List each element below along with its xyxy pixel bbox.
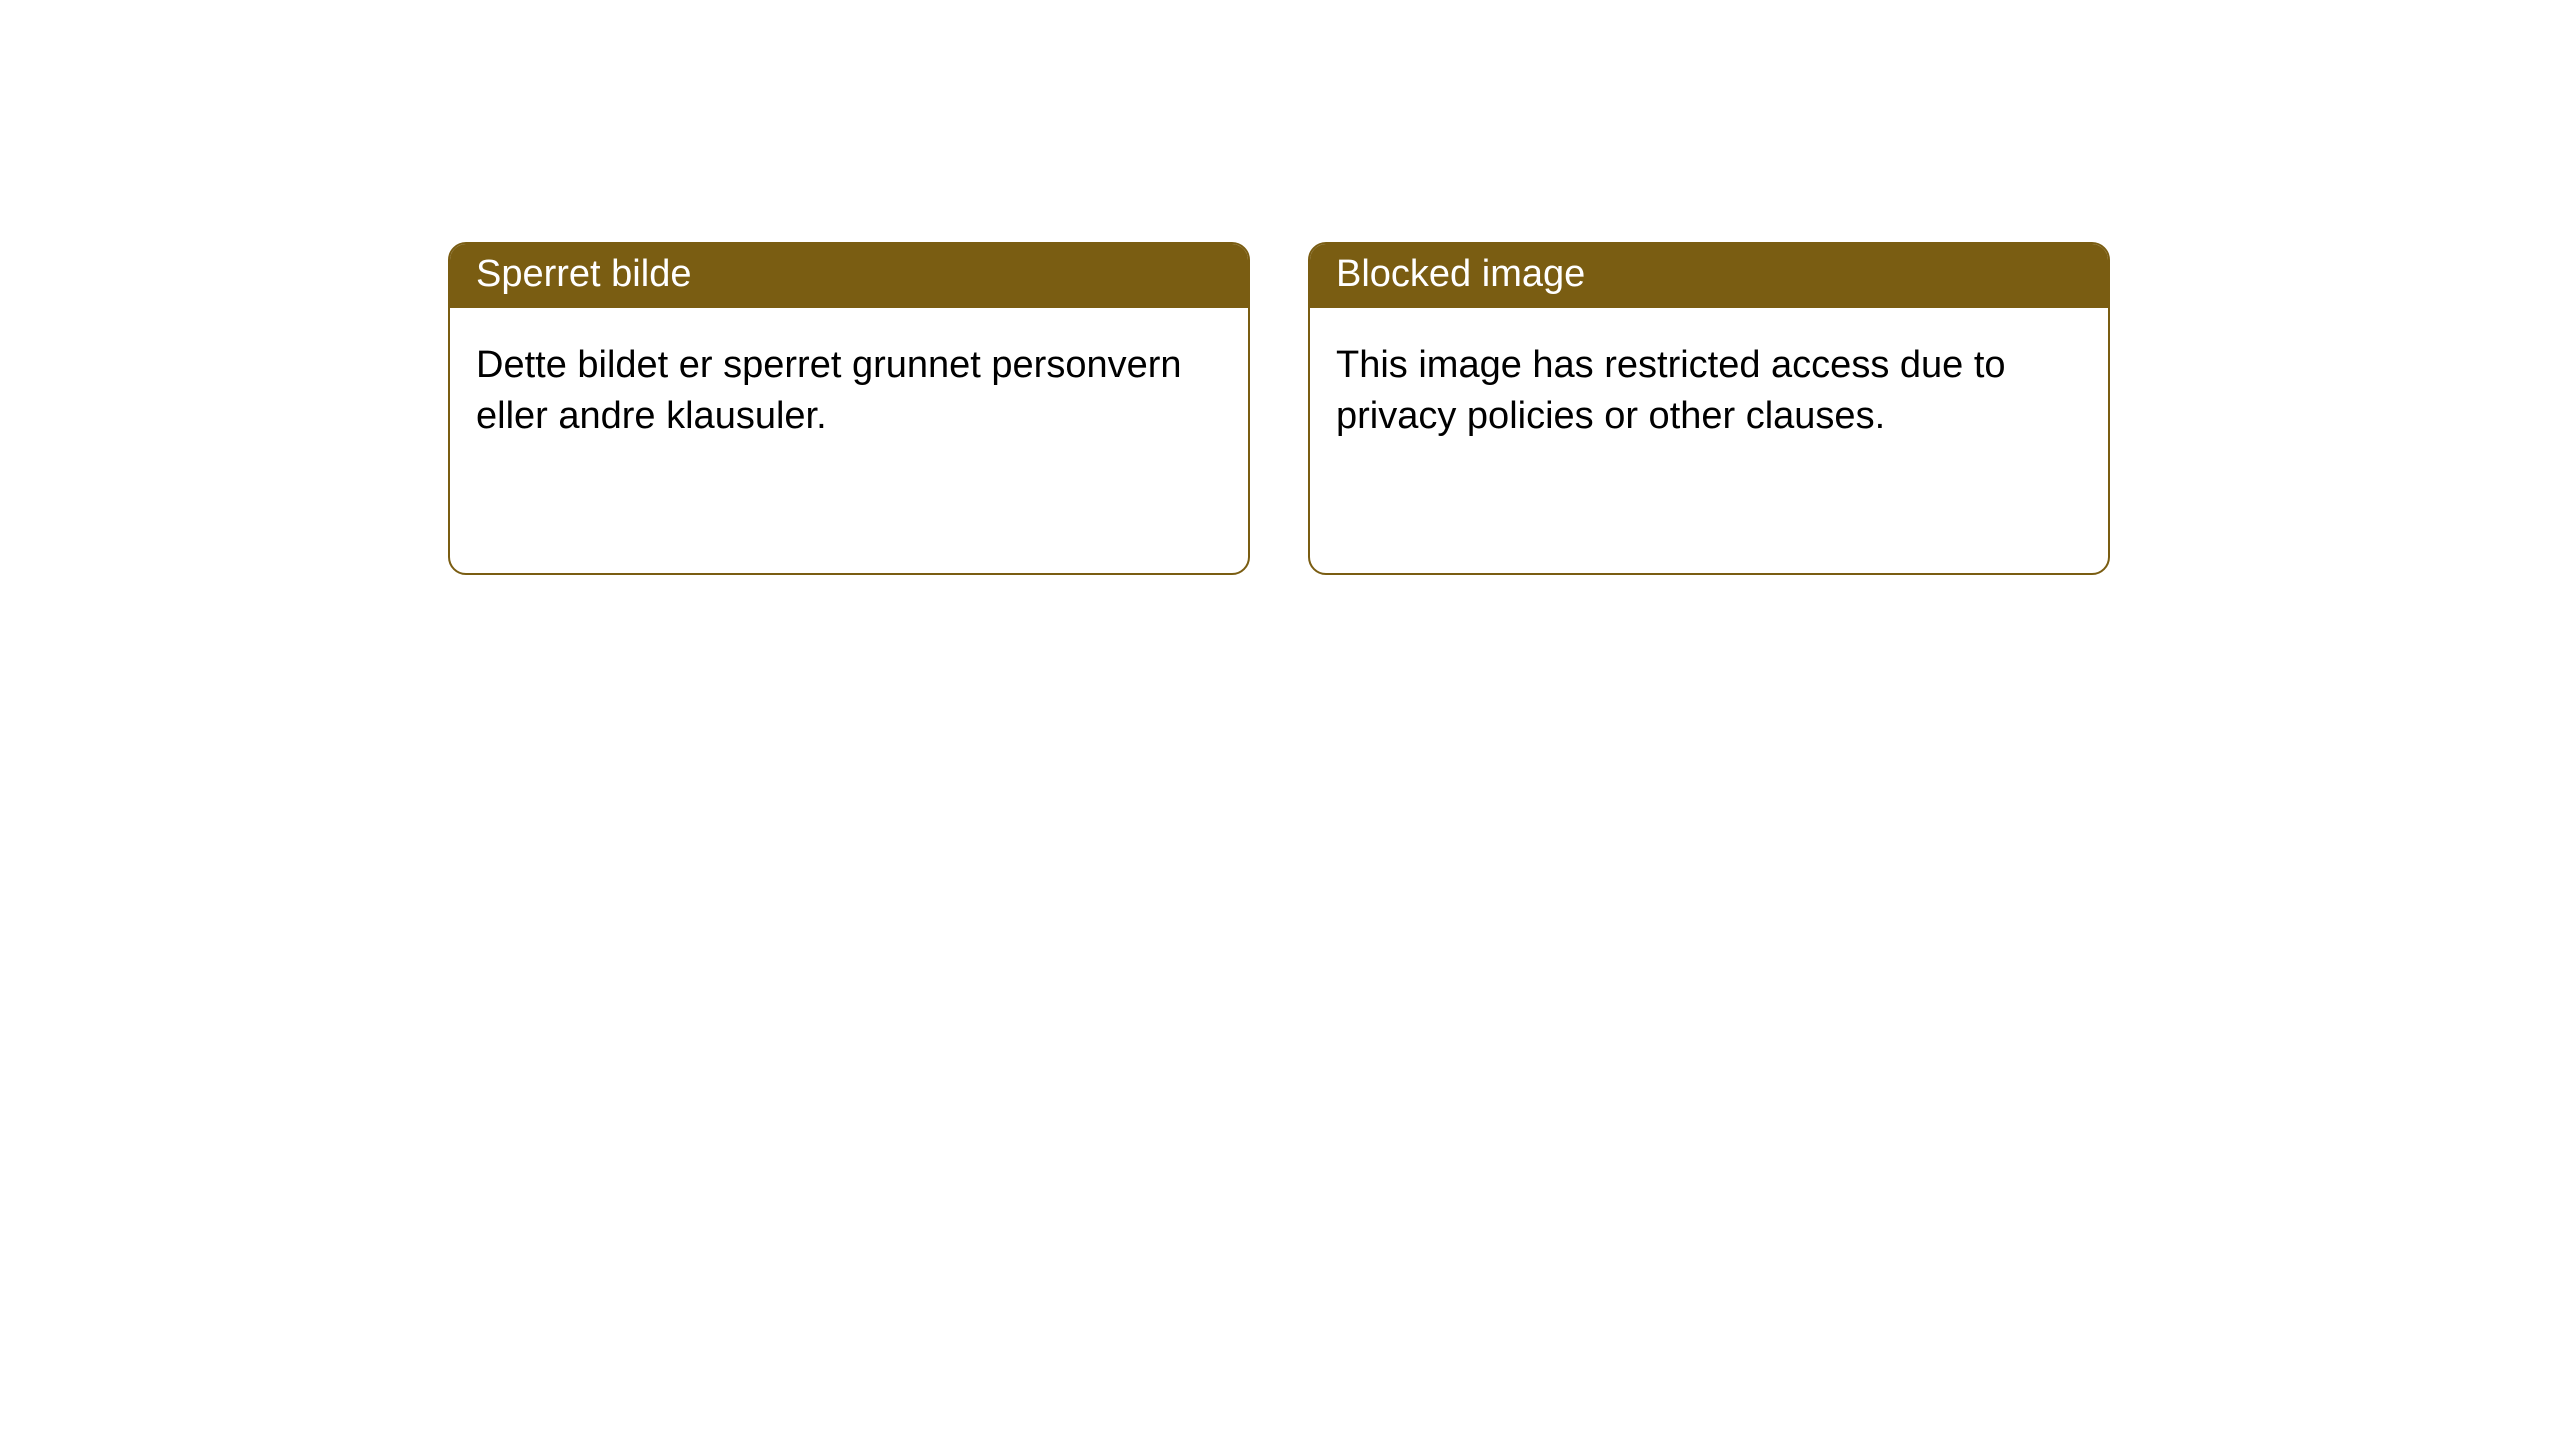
notice-card-body: This image has restricted access due to … <box>1310 308 2108 475</box>
notice-card-english: Blocked image This image has restricted … <box>1308 242 2110 575</box>
notice-card-body: Dette bildet er sperret grunnet personve… <box>450 308 1248 475</box>
notice-card-title: Sperret bilde <box>450 244 1248 308</box>
notice-card-title: Blocked image <box>1310 244 2108 308</box>
notice-card-norwegian: Sperret bilde Dette bildet er sperret gr… <box>448 242 1250 575</box>
notice-container: Sperret bilde Dette bildet er sperret gr… <box>0 0 2560 575</box>
